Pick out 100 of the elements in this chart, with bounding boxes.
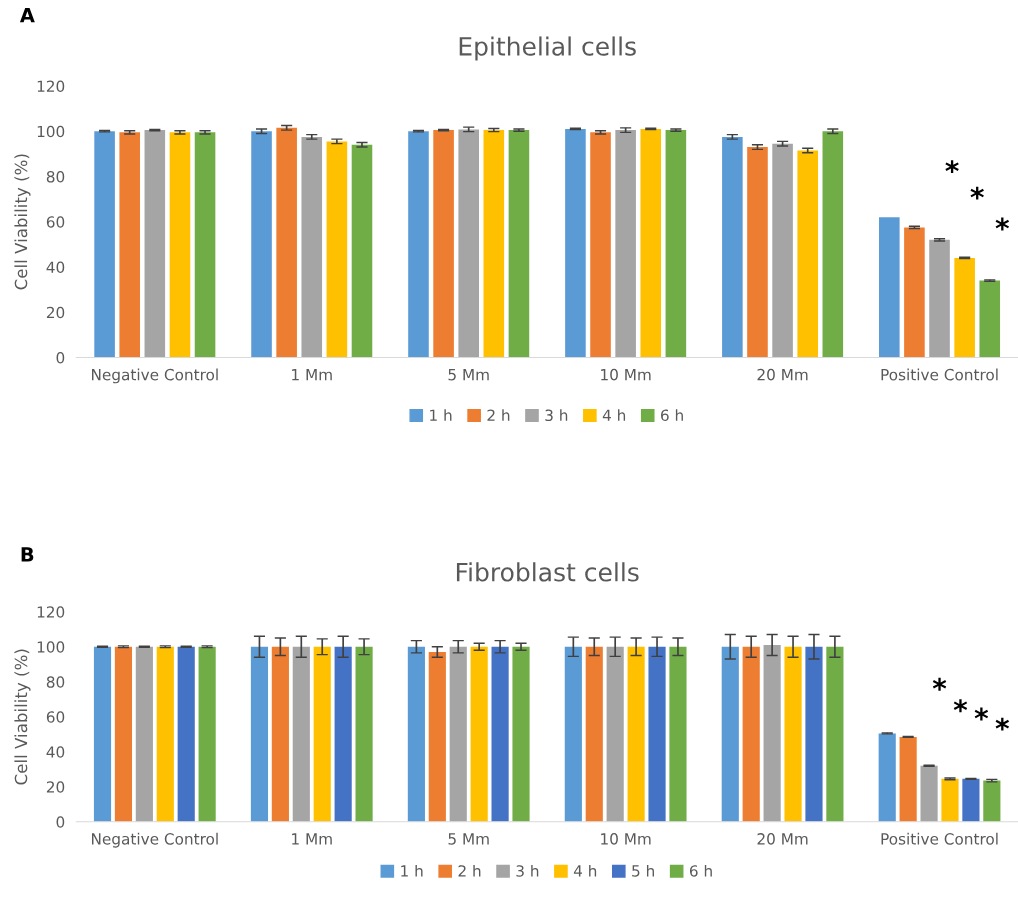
bar	[458, 129, 479, 358]
legend-label: 1 h	[401, 864, 423, 877]
bar	[899, 736, 917, 822]
bar	[483, 130, 505, 358]
bar	[763, 645, 781, 822]
x-tick-label: 1 Mm	[292, 369, 332, 381]
x-tick-label: 10 Mm	[601, 833, 651, 845]
bar	[198, 646, 216, 822]
x-tick-label: Positive Control	[881, 832, 998, 845]
bar	[627, 646, 645, 822]
annotation: *	[995, 717, 1010, 731]
x-tick-label: Negative Control	[92, 368, 218, 384]
bar	[585, 646, 603, 822]
text: B	[21, 547, 34, 562]
x-tick-label: Negative Control	[92, 832, 218, 848]
bar	[920, 765, 938, 822]
y-axis-title: Cell Viability (%)	[14, 649, 31, 785]
bar	[251, 131, 272, 358]
legend-label: 6 h	[661, 409, 683, 422]
y-tick-label: 20	[46, 781, 65, 793]
y-tick-label: 40	[46, 746, 65, 758]
bar	[94, 131, 115, 358]
bar	[822, 131, 844, 358]
y-tick-label: 60	[46, 216, 65, 228]
y-tick-label: 120	[37, 80, 65, 92]
bar	[135, 646, 153, 822]
y-tick-label: 100	[37, 641, 65, 653]
annotation: *	[932, 677, 947, 691]
legend-label: 6 h	[689, 864, 712, 877]
y-axis-title: Cell Viability (%)	[14, 154, 31, 290]
bar	[351, 144, 373, 358]
bar	[615, 130, 636, 358]
bar	[470, 646, 488, 822]
y-tick-label: 60	[46, 711, 65, 723]
bar	[565, 128, 586, 358]
y-tick-label: 120	[37, 606, 65, 618]
bar	[962, 778, 980, 822]
y-tick-label: 40	[46, 261, 65, 273]
bar	[301, 136, 323, 358]
bar	[276, 127, 297, 358]
annotation: *	[945, 160, 959, 174]
y-tick-label: 80	[46, 170, 65, 183]
legend-label: 1 h	[430, 409, 452, 421]
legend-label: 2 h	[458, 864, 481, 877]
bar	[747, 147, 768, 358]
bar	[428, 652, 446, 822]
bar	[826, 646, 844, 822]
bar	[169, 132, 191, 358]
y-tick-label: 20	[46, 306, 65, 319]
legend-label: 3 h	[545, 409, 568, 422]
annotation: *	[953, 699, 968, 713]
bar	[721, 646, 739, 822]
bar	[879, 217, 900, 358]
chart-title: Epithelial cells	[459, 36, 636, 61]
legend-label: 5 h	[632, 864, 654, 877]
x-tick-label: 5 Mm	[448, 369, 489, 381]
bar	[194, 132, 216, 358]
bar	[665, 130, 687, 358]
bar	[114, 646, 133, 822]
bar	[640, 128, 662, 358]
bar	[669, 646, 687, 822]
legend-label: 4 h	[602, 409, 626, 421]
bar	[144, 130, 166, 358]
x-tick-label: 20 Mm	[757, 833, 808, 845]
bar	[433, 130, 454, 358]
bar	[156, 646, 174, 822]
bar	[590, 132, 611, 358]
bar	[508, 130, 530, 358]
y-tick-label: 0	[56, 816, 65, 828]
x-tick-label: Positive Control	[881, 368, 998, 381]
annotation: *	[974, 707, 989, 721]
bar	[979, 280, 1001, 358]
bar	[512, 646, 530, 822]
bar	[93, 646, 112, 822]
chart-title: Fibroblast cells	[456, 562, 639, 582]
bar	[878, 733, 896, 822]
y-tick-label: 0	[56, 351, 65, 364]
bar	[119, 132, 141, 358]
bar	[772, 143, 793, 358]
bar	[271, 646, 289, 822]
bar	[250, 646, 269, 822]
legend-label: 2 h	[487, 409, 510, 421]
bar	[983, 780, 1001, 822]
x-tick-label: 5 Mm	[448, 833, 489, 845]
bar	[564, 646, 582, 822]
annotation: *	[995, 217, 1010, 231]
text: A	[19, 8, 35, 23]
y-tick-label: 100	[37, 125, 65, 138]
annotation: *	[970, 186, 984, 200]
x-tick-label: 1 Mm	[292, 833, 332, 845]
bar	[334, 646, 352, 822]
x-tick-label: 20 Mm	[757, 368, 808, 381]
bar	[784, 646, 802, 822]
bar	[742, 646, 760, 822]
bar	[491, 646, 509, 822]
bar	[449, 646, 467, 822]
bar	[904, 227, 925, 358]
bar	[954, 257, 975, 358]
bar	[606, 646, 624, 822]
legend-label: 4 h	[573, 864, 597, 877]
